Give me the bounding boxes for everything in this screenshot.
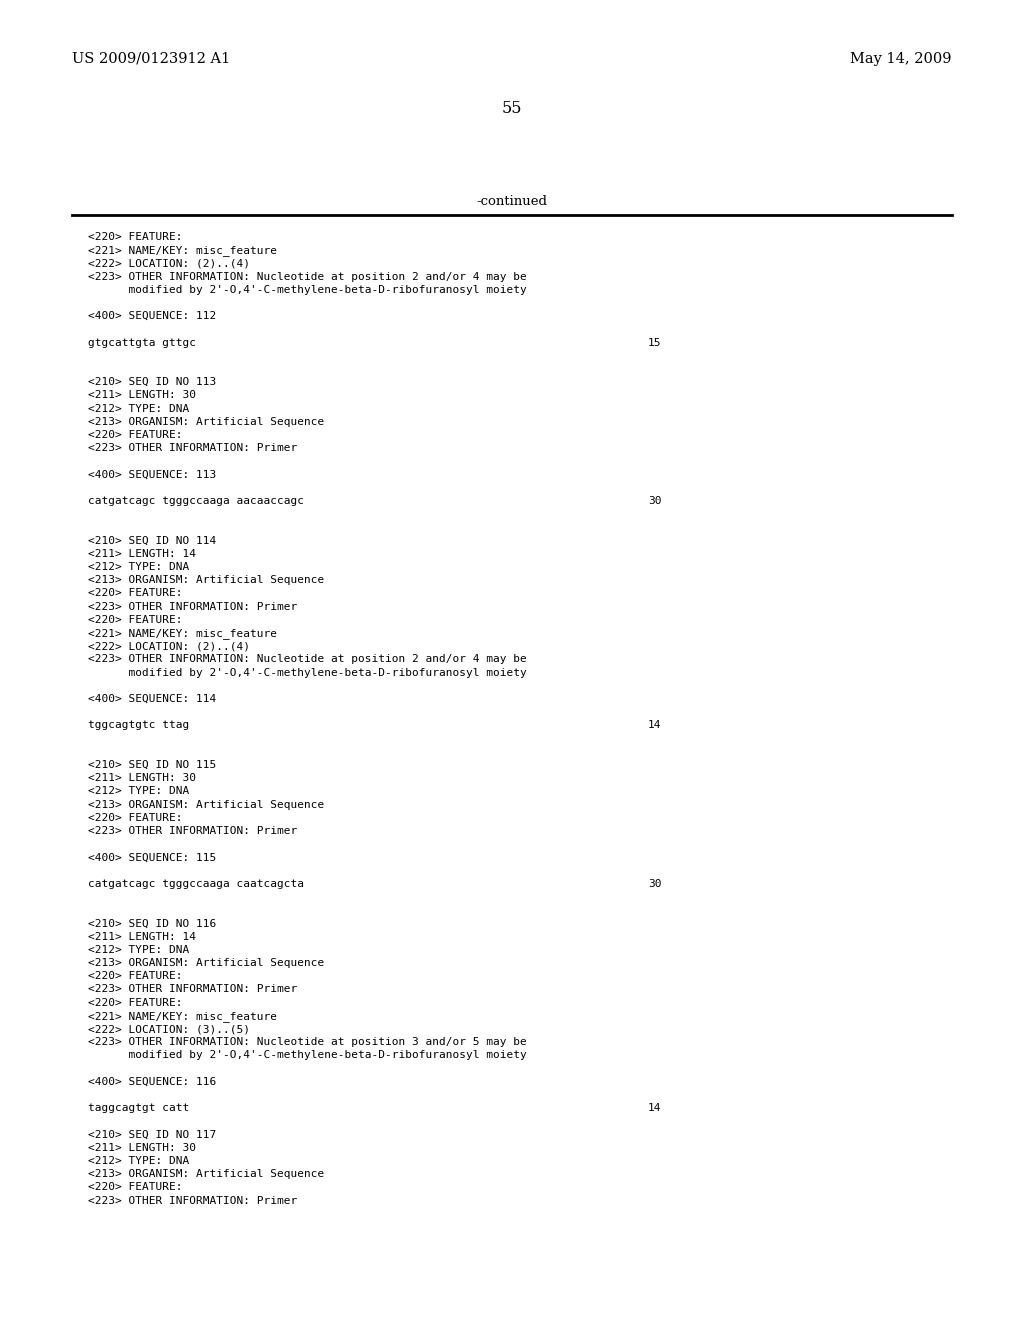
Text: <213> ORGANISM: Artificial Sequence: <213> ORGANISM: Artificial Sequence [88,958,325,968]
Text: <223> OTHER INFORMATION: Nucleotide at position 3 and/or 5 may be: <223> OTHER INFORMATION: Nucleotide at p… [88,1038,526,1047]
Text: <223> OTHER INFORMATION: Nucleotide at position 2 and/or 4 may be: <223> OTHER INFORMATION: Nucleotide at p… [88,655,526,664]
Text: taggcagtgt catt: taggcagtgt catt [88,1104,189,1113]
Text: <222> LOCATION: (2)..(4): <222> LOCATION: (2)..(4) [88,259,250,268]
Text: <223> OTHER INFORMATION: Primer: <223> OTHER INFORMATION: Primer [88,985,297,994]
Text: <400> SEQUENCE: 116: <400> SEQUENCE: 116 [88,1077,216,1086]
Text: <400> SEQUENCE: 115: <400> SEQUENCE: 115 [88,853,216,862]
Text: <220> FEATURE:: <220> FEATURE: [88,589,182,598]
Text: 15: 15 [648,338,662,347]
Text: <400> SEQUENCE: 112: <400> SEQUENCE: 112 [88,312,216,321]
Text: <212> TYPE: DNA: <212> TYPE: DNA [88,404,189,413]
Text: 14: 14 [648,1104,662,1113]
Text: <213> ORGANISM: Artificial Sequence: <213> ORGANISM: Artificial Sequence [88,576,325,585]
Text: <210> SEQ ID NO 114: <210> SEQ ID NO 114 [88,536,216,545]
Text: catgatcagc tgggccaaga aacaaccagc: catgatcagc tgggccaaga aacaaccagc [88,496,304,506]
Text: <220> FEATURE:: <220> FEATURE: [88,998,182,1007]
Text: <221> NAME/KEY: misc_feature: <221> NAME/KEY: misc_feature [88,1011,278,1022]
Text: <222> LOCATION: (3)..(5): <222> LOCATION: (3)..(5) [88,1024,250,1034]
Text: -continued: -continued [476,195,548,209]
Text: <220> FEATURE:: <220> FEATURE: [88,615,182,624]
Text: <400> SEQUENCE: 113: <400> SEQUENCE: 113 [88,470,216,479]
Text: <211> LENGTH: 30: <211> LENGTH: 30 [88,391,196,400]
Text: <221> NAME/KEY: misc_feature: <221> NAME/KEY: misc_feature [88,246,278,256]
Text: 55: 55 [502,100,522,117]
Text: <400> SEQUENCE: 114: <400> SEQUENCE: 114 [88,694,216,704]
Text: 30: 30 [648,879,662,888]
Text: <213> ORGANISM: Artificial Sequence: <213> ORGANISM: Artificial Sequence [88,1170,325,1179]
Text: <223> OTHER INFORMATION: Primer: <223> OTHER INFORMATION: Primer [88,602,297,611]
Text: US 2009/0123912 A1: US 2009/0123912 A1 [72,51,230,66]
Text: <212> TYPE: DNA: <212> TYPE: DNA [88,1156,189,1166]
Text: <211> LENGTH: 30: <211> LENGTH: 30 [88,774,196,783]
Text: 30: 30 [648,496,662,506]
Text: <211> LENGTH: 14: <211> LENGTH: 14 [88,549,196,558]
Text: <210> SEQ ID NO 115: <210> SEQ ID NO 115 [88,760,216,770]
Text: <210> SEQ ID NO 117: <210> SEQ ID NO 117 [88,1130,216,1139]
Text: <223> OTHER INFORMATION: Primer: <223> OTHER INFORMATION: Primer [88,1196,297,1205]
Text: <220> FEATURE:: <220> FEATURE: [88,813,182,822]
Text: <220> FEATURE:: <220> FEATURE: [88,1183,182,1192]
Text: gtgcattgta gttgc: gtgcattgta gttgc [88,338,196,347]
Text: <223> OTHER INFORMATION: Nucleotide at position 2 and/or 4 may be: <223> OTHER INFORMATION: Nucleotide at p… [88,272,526,281]
Text: tggcagtgtc ttag: tggcagtgtc ttag [88,721,189,730]
Text: <213> ORGANISM: Artificial Sequence: <213> ORGANISM: Artificial Sequence [88,417,325,426]
Text: <211> LENGTH: 30: <211> LENGTH: 30 [88,1143,196,1152]
Text: <222> LOCATION: (2)..(4): <222> LOCATION: (2)..(4) [88,642,250,651]
Text: <210> SEQ ID NO 113: <210> SEQ ID NO 113 [88,378,216,387]
Text: modified by 2'-O,4'-C-methylene-beta-D-ribofuranosyl moiety: modified by 2'-O,4'-C-methylene-beta-D-r… [88,668,526,677]
Text: <212> TYPE: DNA: <212> TYPE: DNA [88,787,189,796]
Text: <223> OTHER INFORMATION: Primer: <223> OTHER INFORMATION: Primer [88,444,297,453]
Text: <212> TYPE: DNA: <212> TYPE: DNA [88,562,189,572]
Text: catgatcagc tgggccaaga caatcagcta: catgatcagc tgggccaaga caatcagcta [88,879,304,888]
Text: <210> SEQ ID NO 116: <210> SEQ ID NO 116 [88,919,216,928]
Text: May 14, 2009: May 14, 2009 [851,51,952,66]
Text: <212> TYPE: DNA: <212> TYPE: DNA [88,945,189,954]
Text: 14: 14 [648,721,662,730]
Text: <220> FEATURE:: <220> FEATURE: [88,430,182,440]
Text: <213> ORGANISM: Artificial Sequence: <213> ORGANISM: Artificial Sequence [88,800,325,809]
Text: <211> LENGTH: 14: <211> LENGTH: 14 [88,932,196,941]
Text: <221> NAME/KEY: misc_feature: <221> NAME/KEY: misc_feature [88,628,278,639]
Text: modified by 2'-O,4'-C-methylene-beta-D-ribofuranosyl moiety: modified by 2'-O,4'-C-methylene-beta-D-r… [88,285,526,294]
Text: modified by 2'-O,4'-C-methylene-beta-D-ribofuranosyl moiety: modified by 2'-O,4'-C-methylene-beta-D-r… [88,1051,526,1060]
Text: <220> FEATURE:: <220> FEATURE: [88,232,182,242]
Text: <223> OTHER INFORMATION: Primer: <223> OTHER INFORMATION: Primer [88,826,297,836]
Text: <220> FEATURE:: <220> FEATURE: [88,972,182,981]
